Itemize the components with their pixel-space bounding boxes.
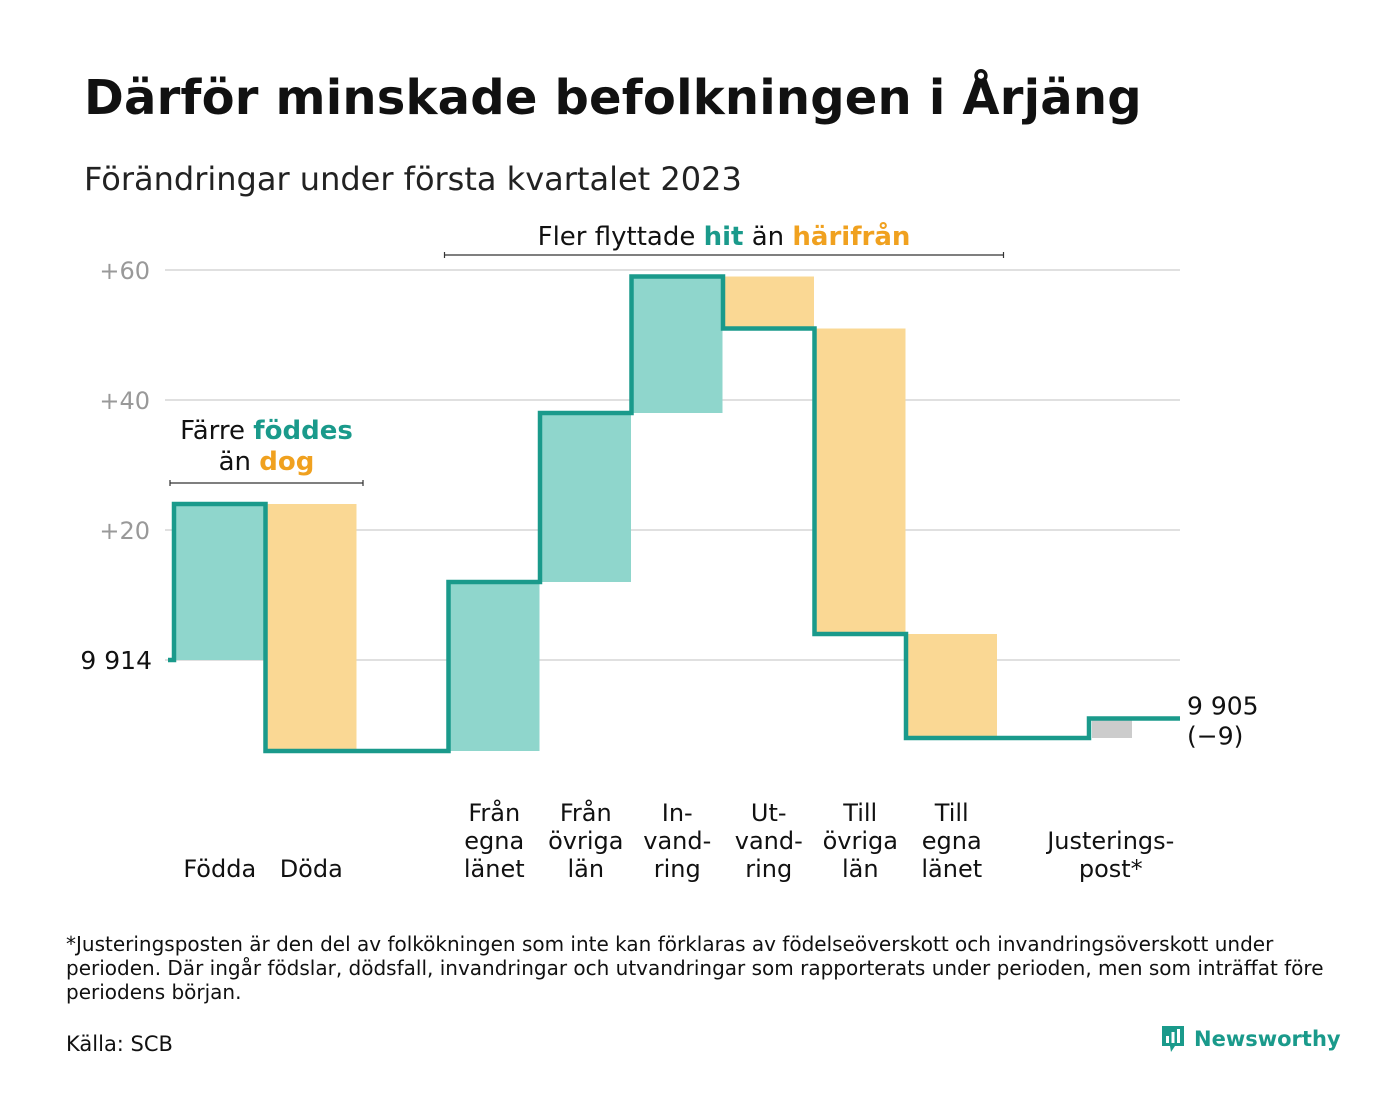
category-label: Födda: [183, 855, 256, 883]
category-label: Till övriga län: [823, 799, 898, 883]
chart-title: Därför minskade befolkningen i Årjäng: [84, 70, 1142, 126]
category-label: In-vand-ring: [643, 799, 711, 883]
chart-subtitle: Förändringar under första kvartalet 2023: [84, 160, 742, 198]
waterfall-bar: [1092, 718, 1132, 738]
waterfall-bar: [723, 276, 814, 329]
category-label: Döda: [280, 855, 343, 883]
waterfall-bar: [265, 504, 357, 751]
y-tick-label: +40: [99, 387, 150, 415]
waterfall-bar: [906, 634, 997, 738]
annotation-text: Färre föddes: [180, 416, 353, 446]
source-note: Källa: SCB: [66, 1032, 173, 1056]
category-label: Justerings-post*: [1045, 827, 1174, 883]
waterfall-bar: [540, 413, 631, 582]
category-label: Från egna länet: [464, 798, 525, 883]
waterfall-bar: [814, 328, 906, 634]
brand-logo: Newsworthy: [1160, 1024, 1341, 1054]
end-value-label: 9 905: [1187, 692, 1259, 721]
category-label: Ut-vand-ring: [735, 799, 803, 883]
brand-name: Newsworthy: [1194, 1027, 1341, 1051]
waterfall-chart: +60 +40 +20 9 914 9 905(−9) Födda Döda Från egna…: [80, 220, 1259, 883]
running-total-line: [168, 274, 1180, 754]
footnote: *Justeringsposten är den del av folkökni…: [66, 932, 1324, 1004]
y-tick-label: +20: [99, 517, 150, 545]
annotation-text: än dog: [219, 447, 315, 477]
end-change-label: (−9): [1187, 722, 1243, 751]
waterfall-bar: [448, 582, 540, 751]
category-label: Från övriga län: [548, 798, 623, 883]
y-tick-label: +60: [99, 257, 150, 285]
waterfall-bar: [174, 504, 265, 660]
start-value-label: 9 914: [80, 646, 152, 675]
newsworthy-logo-icon: [1162, 1026, 1184, 1052]
annotation-text: Fler flyttade hit än härifrån: [538, 220, 911, 252]
waterfall-bar: [631, 276, 723, 413]
category-label: Till egna länet: [921, 799, 982, 883]
